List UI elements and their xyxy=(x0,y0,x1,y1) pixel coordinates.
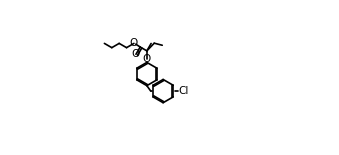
Text: O: O xyxy=(130,38,138,48)
Text: O: O xyxy=(132,49,140,59)
Text: Cl: Cl xyxy=(179,86,189,96)
Text: O: O xyxy=(143,53,151,64)
